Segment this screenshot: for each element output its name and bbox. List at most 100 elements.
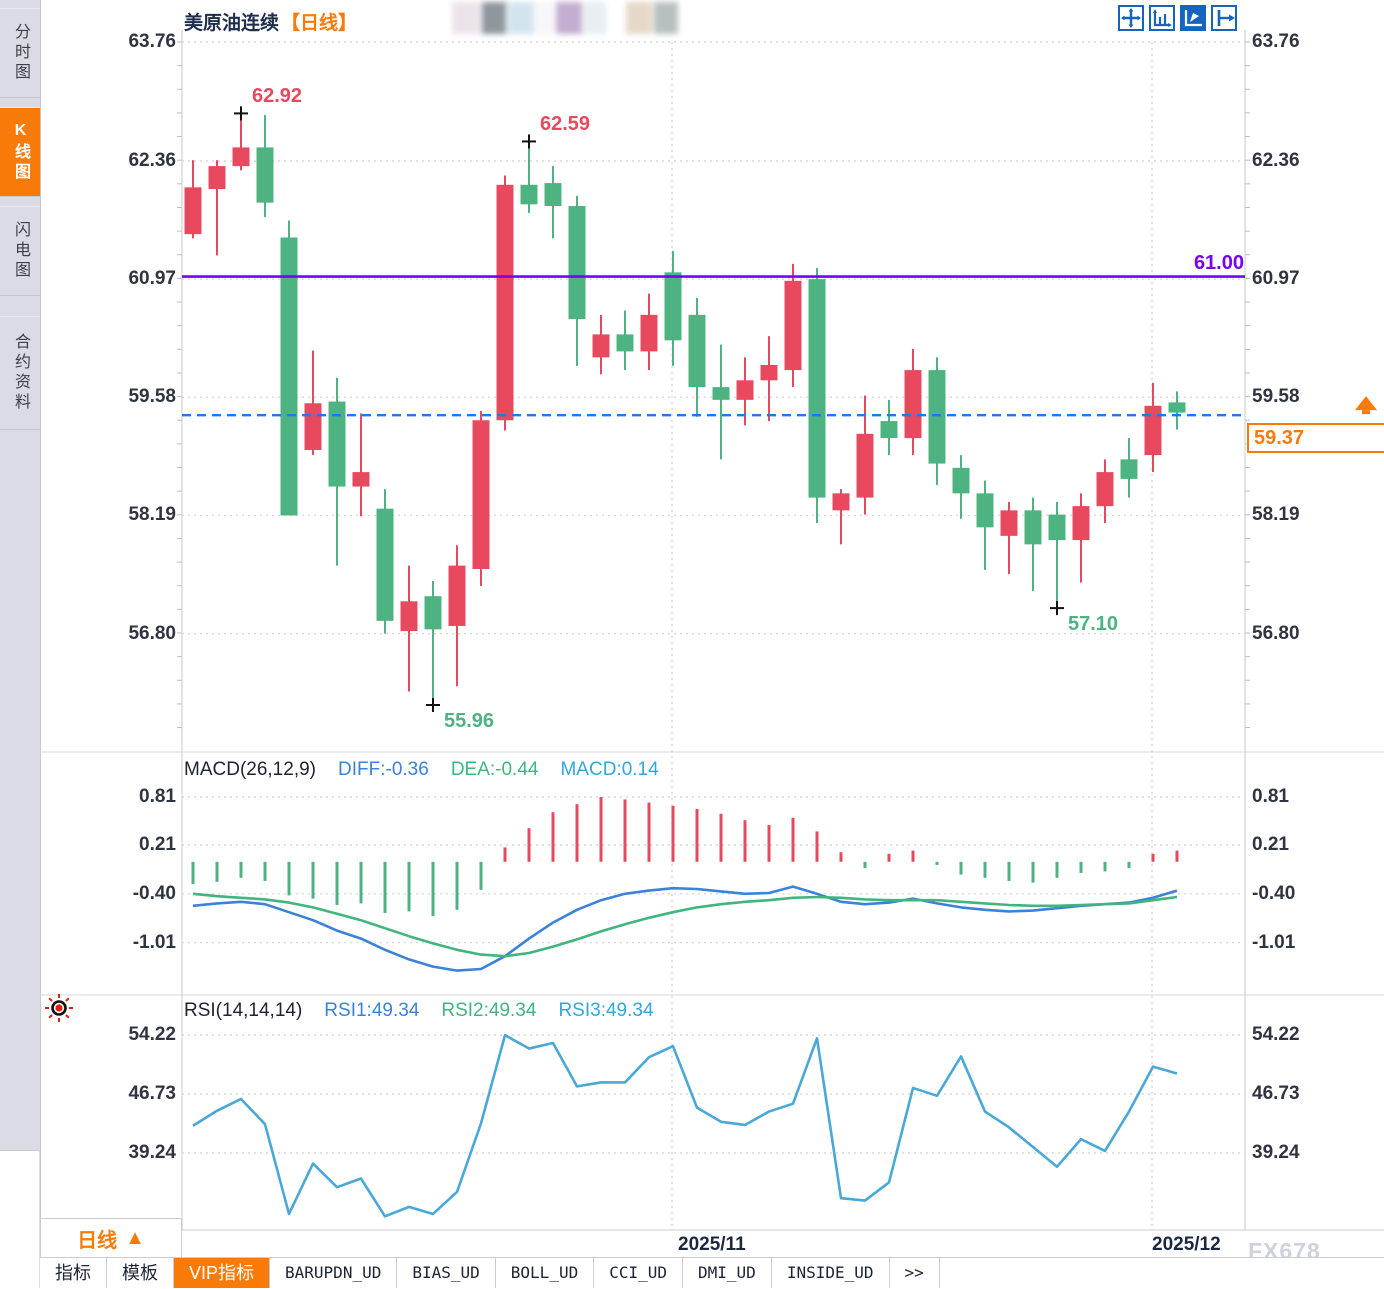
axis-tick-label: 0.81 (139, 786, 176, 807)
alert-sun-icon[interactable] (44, 993, 74, 1023)
macd-name: MACD(26,12,9) (184, 759, 316, 780)
candle-body (280, 237, 298, 516)
rsi1-value: RSI1:49.34 (324, 1000, 420, 1021)
extreme-markers (234, 106, 1064, 712)
macd-dea-value: DEA:-0.44 (450, 759, 539, 780)
axis-tick-label: -0.40 (132, 882, 176, 904)
rsi-name: RSI(14,14,14) (184, 1000, 303, 1021)
candle-body (616, 334, 634, 352)
axis-range-icon[interactable] (1149, 5, 1175, 31)
macd-macd-value: MACD:0.14 (560, 759, 659, 780)
axis-tick-label: 62.36 (128, 150, 176, 171)
axis-tick-label: 39.24 (1252, 1141, 1300, 1163)
axis-tick-label: 63.76 (128, 31, 176, 52)
redacted-block (608, 2, 624, 34)
axis-tick-label: 0.21 (1252, 834, 1289, 855)
sidebar-tab-2[interactable]: K线图 (0, 107, 40, 197)
crosshair-move-icon[interactable] (1118, 5, 1144, 31)
period-tag: 【日线】 (281, 12, 358, 34)
candle-body (664, 272, 682, 341)
redacted-block (508, 2, 534, 34)
sidebar: 分时图 K线图闪电图合约资料 (0, 0, 41, 1289)
redacted-block (626, 2, 652, 34)
axis-tick-label: 56.80 (1252, 622, 1300, 644)
redacted-block (654, 2, 678, 34)
indicator-tab-2[interactable]: 模板 (107, 1258, 174, 1288)
high-price-annotation: 62.92 (252, 85, 303, 108)
axis-tick-label: 60.97 (1252, 268, 1300, 290)
chart-frame (40, 30, 1384, 1231)
candle-body (880, 421, 898, 439)
candle-body (544, 183, 562, 207)
candle-body (856, 433, 874, 498)
candles (184, 113, 1186, 705)
period-selector-label: 日线 (77, 1229, 118, 1252)
candle-body (712, 387, 730, 400)
sidebar-tab-1[interactable]: 分时图 (0, 8, 40, 98)
candle-body (736, 380, 754, 400)
candle-body (760, 365, 778, 381)
period-selector[interactable]: 日线 ▲ (40, 1218, 182, 1258)
indicator-tab-8[interactable]: DMI_UD (683, 1258, 772, 1288)
candle-body (448, 565, 466, 626)
axis-tick-label: 59.58 (1252, 386, 1300, 408)
indicator-tab-9[interactable]: INSIDE_UD (772, 1258, 890, 1288)
rsi-indicator-row: RSI(14,14,14) RSI1:49.34 RSI2:49.34 RSI3… (184, 1000, 654, 1022)
candle-body (184, 187, 202, 235)
axis-play-icon[interactable] (1180, 5, 1206, 31)
axis-tick-label: -1.01 (1252, 931, 1296, 953)
sidebar-tab-3[interactable]: 闪电图 (0, 206, 40, 296)
rsi-line (192, 1033, 1178, 1218)
rsi3-value: RSI3:49.34 (558, 1000, 654, 1021)
indicator-tab-7[interactable]: CCI_UD (594, 1258, 684, 1288)
indicator-tab-6[interactable]: BOLL_UD (496, 1258, 595, 1288)
sidebar-tab-4[interactable]: 合约资料 (0, 316, 40, 430)
candle-body (256, 147, 274, 203)
axis-tick-label: 63.76 (1252, 31, 1300, 52)
indicator-tab-1[interactable]: 指标 (40, 1258, 107, 1288)
axis-tick-label: 60.97 (128, 268, 176, 290)
axis-tick-label: -0.40 (1252, 882, 1296, 904)
indicator-tab-4[interactable]: BARUPDN_UD (270, 1258, 398, 1288)
high-price-annotation: 62.59 (540, 113, 591, 136)
axis-tick-label: 46.73 (1252, 1082, 1300, 1104)
candle-body (376, 508, 394, 621)
macd-dea-line (192, 892, 1178, 958)
candle-body (1000, 510, 1018, 536)
redacted-block (482, 2, 506, 34)
axis-tick-label: 0.21 (139, 834, 176, 855)
candle-body (304, 403, 322, 450)
indicator-tab-5[interactable]: BIAS_UD (397, 1258, 496, 1288)
axis-tick-label: 58.19 (128, 504, 176, 526)
candle-body (472, 420, 490, 569)
candle-body (1144, 405, 1162, 456)
axis-tick-label: 46.73 (128, 1082, 176, 1104)
candle-body (592, 334, 610, 358)
axis-tick-label: 54.22 (1252, 1024, 1300, 1045)
sidebar-bottom-spacer (0, 1150, 39, 1289)
symbol-title: 美原油连续 (184, 12, 280, 34)
axis-tick-label: 0.81 (1252, 786, 1289, 807)
month-label-dec: 2025/12 (1152, 1234, 1221, 1255)
redacted-block (556, 2, 582, 34)
pan-right-icon[interactable] (1211, 5, 1237, 31)
axis-tick-label: 56.80 (128, 622, 176, 644)
chart-toolbar (1118, 5, 1237, 31)
candle-body (424, 596, 442, 630)
candle-body (1072, 506, 1090, 541)
period-selector-arrow: ▲ (125, 1226, 145, 1249)
candle-body (352, 472, 370, 487)
redacted-block (584, 2, 606, 34)
candle-body (784, 280, 802, 371)
low-price-annotation: 57.10 (1068, 613, 1119, 636)
indicator-tab-10[interactable]: >> (890, 1258, 940, 1288)
candle-body (1168, 402, 1186, 413)
macd-diff-line (192, 885, 1178, 972)
indicator-tab-3[interactable]: VIP指标 (174, 1258, 271, 1288)
macd-diff-value: DIFF:-0.36 (338, 759, 429, 780)
candle-body (496, 184, 514, 421)
indicator-tab-bar: 指标 模板 VIP指标 BARUPDN_UD BIAS_UD BOLL_UD CCI_UD D… (40, 1257, 1384, 1289)
candle-body (1120, 459, 1138, 479)
